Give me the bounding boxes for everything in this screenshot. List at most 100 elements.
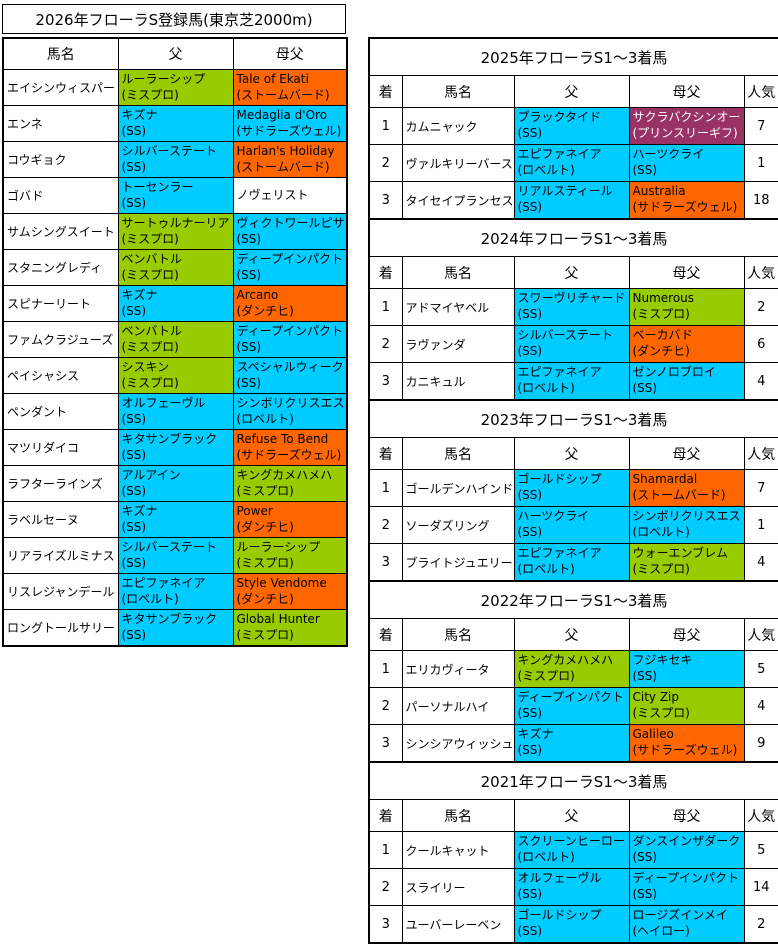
damsire-line: (サドラーズウェル) xyxy=(236,123,342,138)
col-header-sire: 父 xyxy=(513,75,630,108)
damsire-line: (SS) xyxy=(632,163,658,177)
col-header-sire: 父 xyxy=(513,437,630,470)
sire-line: (SS) xyxy=(121,483,147,498)
damsire-line: (SS) xyxy=(236,339,262,354)
sire-line: (ミスプロ) xyxy=(121,339,179,354)
horse-name-cell: リアライズルミナス xyxy=(2,537,119,574)
horse-name-cell: ラフターラインズ xyxy=(2,465,119,502)
damsire-cell: フジキセキ (SS) xyxy=(628,650,745,688)
damsire-cell: スペシャルウィーク (SS) xyxy=(232,357,348,394)
sire-cell: キタサンブラック (SS) xyxy=(117,429,234,466)
damsire-name: Style Vendome xyxy=(236,575,327,590)
finish-cell: 3 xyxy=(368,362,403,401)
horse-name-cell: クールキャット xyxy=(401,831,515,869)
sire-cell: ルーラーシップ (ミスプロ) xyxy=(117,69,234,106)
sire-cell: サートゥルナーリア (ミスプロ) xyxy=(117,213,234,250)
col-header-popularity: 人気 xyxy=(743,75,778,108)
damsire-cell: ノヴェリスト xyxy=(232,177,348,214)
finish-cell: 2 xyxy=(368,325,403,363)
damsire-cell: Medaglia d'Oro (サドラーズウェル) xyxy=(232,105,348,142)
horse-name-cell: マツリダイコ xyxy=(2,429,119,466)
col-header-finish: 着 xyxy=(368,256,403,289)
year-table-title: 2022年フローラS1～3着馬 xyxy=(368,580,778,619)
year-table-title: 2024年フローラS1～3着馬 xyxy=(368,218,778,257)
finish-cell: 2 xyxy=(368,506,403,544)
sire-cell: ベンバトル (ミスプロ) xyxy=(117,321,234,358)
sire-cell: キングカメハメハ (ミスプロ) xyxy=(513,650,630,688)
sire-name: エピファネイア xyxy=(121,575,206,590)
horse-name-cell: ファムクラジューズ xyxy=(2,321,119,358)
damsire-cell: ベーカバド (ダンチヒ) xyxy=(628,325,745,363)
sire-name: オルフェーヴル xyxy=(517,871,602,886)
damsire-name: ウォーエンブレム xyxy=(632,546,728,561)
registered-table-body: エイシンウィスパー ルーラーシップ (ミスプロ) Tale of Ekati (… xyxy=(2,69,348,647)
year-table-body: 1 ゴールデンハインド ゴールドシップ (SS) Shamardal (ストーム… xyxy=(368,469,778,582)
damsire-line: (ストームバード) xyxy=(632,488,726,502)
damsire-line: (ダンチヒ) xyxy=(632,344,690,358)
year-table-title: 2025年フローラS1～3着馬 xyxy=(368,37,778,76)
horse-name-cell: ゴールデンハインド xyxy=(401,469,515,507)
sire-cell: トーセンラー (SS) xyxy=(117,177,234,214)
sire-line: (SS) xyxy=(517,743,543,757)
damsire-line: (サドラーズウェル) xyxy=(236,447,342,462)
damsire-cell: Arcano (ダンチヒ) xyxy=(232,285,348,322)
sire-name: キズナ xyxy=(121,107,158,122)
damsire-cell: ルーラーシップ (ミスプロ) xyxy=(232,537,348,574)
damsire-line: (サドラーズウェル) xyxy=(632,200,738,214)
registered-header-row: 馬名 父 母父 xyxy=(2,37,348,70)
damsire-cell: ロージズインメイ (ヘイロー) xyxy=(628,905,745,944)
damsire-name: Medaglia d'Oro xyxy=(236,107,328,122)
sire-name: キズナ xyxy=(121,287,158,302)
sire-cell: ゴールドシップ (SS) xyxy=(513,469,630,507)
damsire-name: Arcano xyxy=(236,287,279,302)
table-row: ペイシャシス シスキン (ミスプロ) スペシャルウィーク (SS) xyxy=(2,357,348,394)
horse-name-cell: シンシアウィッシュ xyxy=(401,724,515,763)
damsire-name: Harlan's Holiday xyxy=(236,143,335,158)
finish-cell: 2 xyxy=(368,687,403,725)
col-header-horse: 馬名 xyxy=(401,256,515,289)
sire-cell: スクリーンヒーロー (ロベルト) xyxy=(513,831,630,869)
damsire-name: Numerous xyxy=(632,291,695,306)
horse-name-cell: ラヴァンダ xyxy=(401,325,515,363)
registered-horses-table: 馬名 父 母父 エイシンウィスパー ルーラーシップ (ミスプロ) Tale of… xyxy=(2,37,348,647)
sire-cell: エピファネイア (ロベルト) xyxy=(117,573,234,610)
col-header-sire: 父 xyxy=(117,37,234,70)
damsire-name: Refuse To Bend xyxy=(236,431,329,446)
table-row: 3 ユーバーレーベン ゴールドシップ (SS) ロージズインメイ (ヘイロー) … xyxy=(368,905,778,944)
damsire-cell: Style Vendome (ダンチヒ) xyxy=(232,573,348,610)
popularity-cell: 2 xyxy=(743,905,778,944)
damsire-name: フジキセキ xyxy=(632,653,693,668)
sire-cell: エピファネイア (ロベルト) xyxy=(513,362,630,401)
sire-cell: キズナ (SS) xyxy=(117,285,234,322)
table-row: 1 カムニャック ブラックタイド (SS) サクラバクシンオー (プリンスリーギ… xyxy=(368,107,778,145)
table-row: 1 アドマイヤベル スワーヴリチャード (SS) Numerous (ミスプロ)… xyxy=(368,288,778,326)
damsire-line: (SS) xyxy=(236,231,262,246)
damsire-cell: シンボリクリスエス (ロベルト) xyxy=(628,506,745,544)
sire-cell: キズナ (SS) xyxy=(117,501,234,538)
col-header-damsire: 母父 xyxy=(232,37,348,70)
damsire-cell: Numerous (ミスプロ) xyxy=(628,288,745,326)
sire-cell: オルフェーヴル (SS) xyxy=(513,868,630,906)
col-header-damsire: 母父 xyxy=(628,256,745,289)
sire-line: (SS) xyxy=(121,195,147,210)
horse-name-cell: エリカヴィータ xyxy=(401,650,515,688)
horse-name-cell: ペンダント xyxy=(2,393,119,430)
damsire-line: (ダンチヒ) xyxy=(236,303,294,318)
year-header-row: 着 馬名 父 母父 人気 xyxy=(368,799,778,832)
sire-line: (ミスプロ) xyxy=(121,375,179,390)
damsire-name: ヴィクトワールピサ xyxy=(236,215,345,230)
table-row: 2 ヴァルキリーバース エピファネイア (ロベルト) ハーツクライ (SS) 1 xyxy=(368,144,778,182)
col-header-horse: 馬名 xyxy=(401,437,515,470)
year-title-row: 2023年フローラS1～3着馬 xyxy=(368,399,778,438)
sire-name: ゴールドシップ xyxy=(517,472,602,487)
table-row: マツリダイコ キタサンブラック (SS) Refuse To Bend (サドラ… xyxy=(2,429,348,466)
popularity-cell: 18 xyxy=(743,181,778,220)
year-table-body: 1 アドマイヤベル スワーヴリチャード (SS) Numerous (ミスプロ)… xyxy=(368,288,778,401)
sire-cell: エピファネイア (ロベルト) xyxy=(513,144,630,182)
col-header-damsire: 母父 xyxy=(628,75,745,108)
damsire-line: (SS) xyxy=(632,887,658,901)
damsire-line: (ストームバード) xyxy=(236,87,330,102)
sire-name: キタサンブラック xyxy=(121,431,218,446)
damsire-name: ディープインパクト xyxy=(236,251,343,266)
sire-cell: キズナ (SS) xyxy=(117,105,234,142)
